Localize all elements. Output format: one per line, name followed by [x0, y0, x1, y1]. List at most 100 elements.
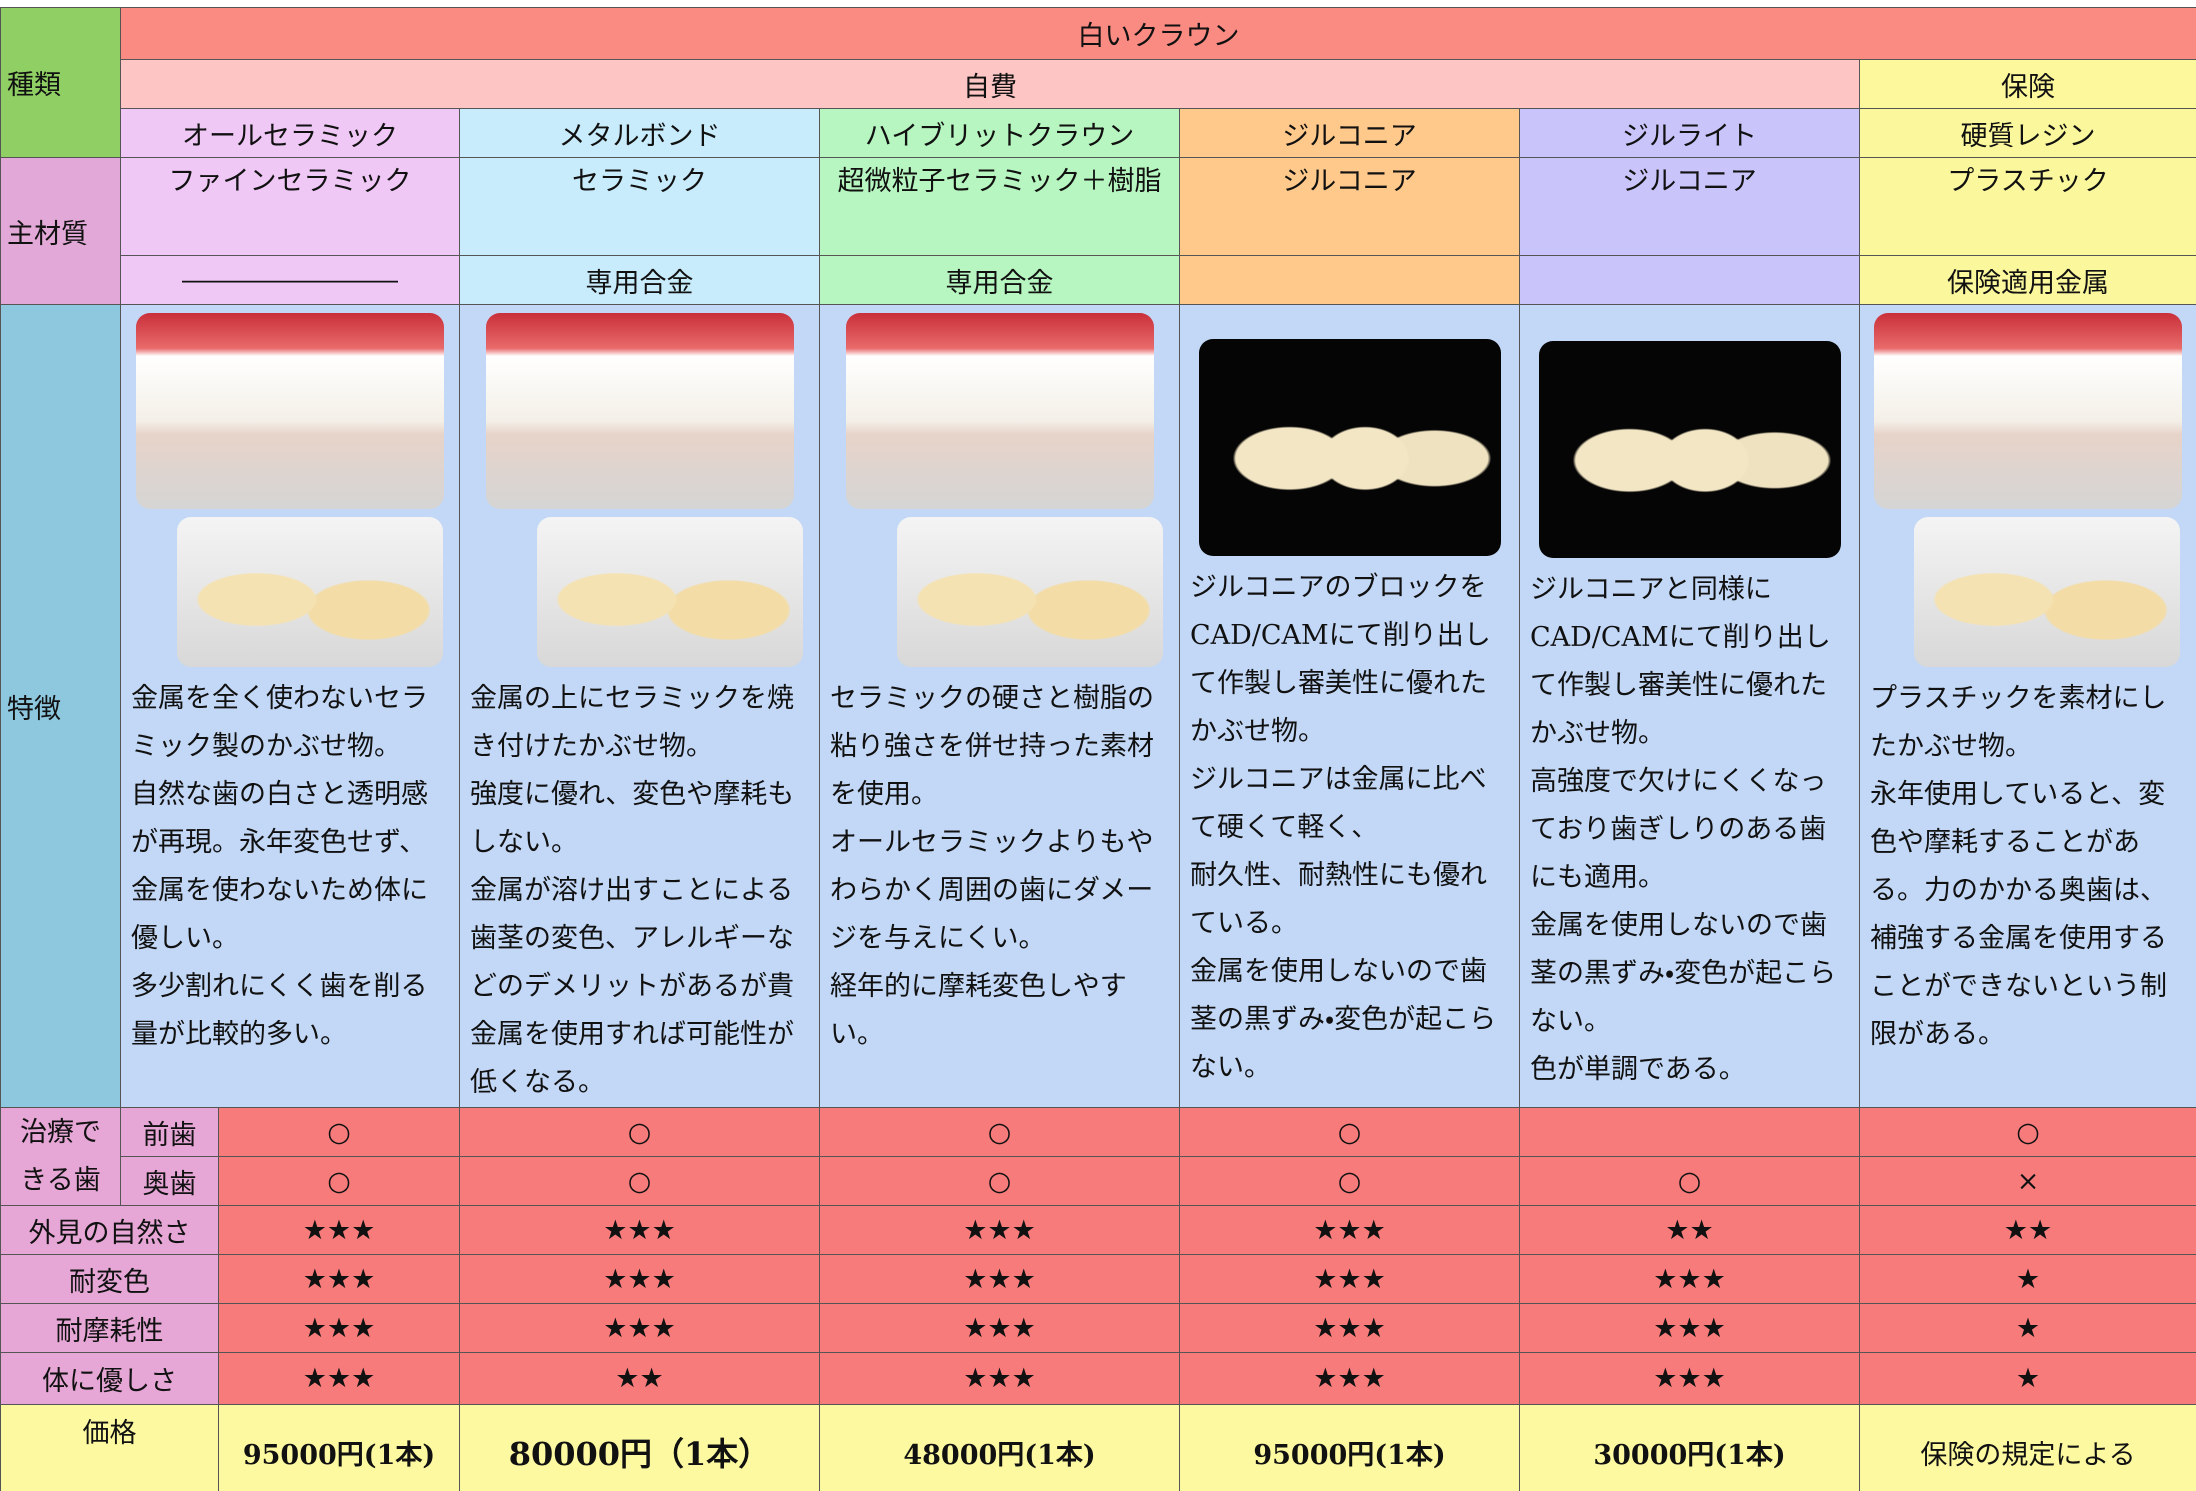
- row: 特徴 金属を全く使わないセラミック製のかぶせ物。自然な歯の白さと透明感が再現。永年…: [0, 304, 2196, 1108]
- photo: [897, 517, 1163, 667]
- rating: ★: [1859, 1254, 2196, 1304]
- rating: ★★: [1519, 1205, 1860, 1255]
- rating: ○: [1859, 1107, 2196, 1157]
- row: 奥歯 ○ ○ ○ ○ ○ ×: [1, 1156, 2196, 1206]
- rating: ○: [1179, 1107, 1520, 1157]
- rating: ★★★: [819, 1205, 1180, 1255]
- type-name: メタルボンド: [459, 108, 820, 158]
- row: 耐摩耗性 ★★★ ★★★ ★★★ ★★★ ★★★ ★: [0, 1303, 2196, 1353]
- photo: [1198, 339, 1501, 556]
- feature-text: ジルコニアと同様にCAD/CAMにて削り出して作製し審美性に優れたかぶせ物。: [1530, 574, 1831, 749]
- rating: ★★★: [1519, 1254, 1860, 1304]
- group-header: 白いクラウン: [120, 7, 2196, 60]
- feature-text: ジルコニアのブロックをCAD/CAMにて削り出して作製し審美性に優れたかぶせ物。: [1190, 572, 1491, 747]
- sub-material: 専用合金: [819, 255, 1180, 305]
- type-name: ジルライト: [1519, 108, 1860, 158]
- row: 体に優しさ ★★★ ★★ ★★★ ★★★ ★★★ ★: [0, 1352, 2196, 1405]
- feature: ジルコニアのブロックをCAD/CAMにて削り出して作製し審美性に優れたかぶせ物。…: [1179, 304, 1520, 1108]
- rating: ★★★: [1179, 1205, 1520, 1255]
- rating: ○: [1519, 1156, 1860, 1206]
- row: 主材質 ファインセラミック セラミック 超微粒子セラミック＋樹脂 ジルコニア ジルコニアプ…: [0, 157, 2196, 305]
- rating: ★★★: [819, 1254, 1180, 1304]
- sub-material: 保険適用金属: [1859, 255, 2196, 305]
- appearance-label: 外見の自然さ: [0, 1205, 219, 1255]
- rating: ○: [819, 1156, 1180, 1206]
- feature-text: 多少割れにくく歯を削る量が比較的多い。: [131, 971, 428, 1050]
- feature-text: 金属を使用しないので歯茎の黒ずみ・変色が起こらない。: [1190, 956, 1497, 1083]
- rating: ○: [819, 1107, 1180, 1157]
- photo: [136, 313, 444, 509]
- rating: ★★★: [218, 1303, 460, 1353]
- rating: ○: [218, 1107, 460, 1157]
- kind-label: 種類: [0, 7, 121, 158]
- price: 48000円(1本): [819, 1404, 1180, 1491]
- rating: ★★★: [218, 1352, 460, 1405]
- feature: ジルコニアと同様にCAD/CAMにて削り出して作製し審美性に優れたかぶせ物。高強…: [1519, 304, 1860, 1108]
- material: プラスチック: [1859, 157, 2196, 256]
- photo: [845, 313, 1154, 509]
- sub-material: ――――――――: [120, 255, 460, 305]
- front-label: 前歯: [120, 1107, 219, 1157]
- feature-text: セラミックの硬さと樹脂の粘り強さを併せ持った素材を使用。: [830, 683, 1154, 810]
- rating: ★★★: [1519, 1352, 1860, 1405]
- rating: ○: [218, 1156, 460, 1206]
- feature-text: 永年使用していると、変色や摩耗することがある。力のかかる奥歯は、補強する金属を使…: [1870, 779, 2167, 1050]
- feature-text: 強度に優れ、変色や摩耗もしない。: [470, 779, 795, 858]
- rating: ★★: [1859, 1205, 2196, 1255]
- discoloration-label: 耐変色: [0, 1254, 219, 1304]
- feature: プラスチックを素材にしたかぶせ物。永年使用していると、変色や摩耗することがある。…: [1859, 304, 2196, 1108]
- photo: [485, 313, 794, 509]
- row: 耐変色 ★★★ ★★★ ★★★ ★★★ ★★★ ★: [0, 1254, 2196, 1304]
- feature-text: 自然な歯の白さと透明感が再現。永年変色せず、金属を使わないため体に優しい。: [131, 779, 428, 954]
- rating: ○: [1179, 1156, 1520, 1206]
- price: 80000円（1本）: [459, 1404, 820, 1491]
- photo: [537, 517, 803, 667]
- photo: [177, 517, 443, 667]
- feature-text: 金属の上にセラミックを焼き付けたかぶせ物。: [470, 683, 794, 762]
- feature-text: プラスチックを素材にしたかぶせ物。: [1870, 683, 2167, 762]
- row: ―――――――― 専用合金 専用合金 保険適用金属: [1, 255, 2196, 305]
- rating: ○: [459, 1107, 820, 1157]
- self-pay-header: 自費: [120, 59, 1860, 109]
- rating: ★★★: [459, 1303, 820, 1353]
- rating: [1519, 1107, 1860, 1157]
- material: 超微粒子セラミック＋樹脂: [819, 157, 1180, 256]
- feature-text: 色が単調である。: [1530, 1054, 1746, 1085]
- row: オールセラミック メタルボンド ハイブリットクラウン ジルコニア ジルライト 硬質レジン: [1, 108, 2196, 158]
- feature-text: 経年的に摩耗変色しやすい。: [830, 971, 1127, 1050]
- material-label: 主材質: [0, 157, 121, 305]
- material: ジルコニア: [1179, 157, 1520, 256]
- back-label: 奥歯: [120, 1156, 219, 1206]
- photo: [1914, 517, 2180, 667]
- feature-text: 金属を全く使わないセラミック製のかぶせ物。: [131, 683, 428, 762]
- material: セラミック: [459, 157, 820, 256]
- feature-text: 耐久性、耐熱性にも優れている。: [1190, 860, 1487, 939]
- rating: ★★★: [459, 1205, 820, 1255]
- treatable-label: 治療できる歯: [0, 1107, 121, 1206]
- sub-material: 専用合金: [459, 255, 820, 305]
- row: 治療できる歯 前歯 ○ ○ ○ ○ ○: [0, 1107, 2196, 1206]
- feature: セラミックの硬さと樹脂の粘り強さを併せ持った素材を使用。 オールセラミックよりもや…: [819, 304, 1180, 1108]
- price: 保険の規定による: [1859, 1404, 2196, 1491]
- comparison-table: 種類 白いクラウン 自費 保険 オールセラミック メタルボンド ハイブリットクラウン ジルコニ…: [0, 7, 2196, 1491]
- photo: [1538, 341, 1841, 558]
- row: 自費 保険: [1, 59, 2196, 109]
- body-label: 体に優しさ: [0, 1352, 219, 1405]
- type-name: オールセラミック: [120, 108, 460, 158]
- photo: [1874, 313, 2182, 509]
- rating: ★★★: [1519, 1303, 1860, 1353]
- feature-text: 金属が溶け出すことによる歯茎の変色、アレルギーなどのデメリットがあるが貴金属を使…: [470, 875, 794, 1098]
- rating: ★★★: [1179, 1303, 1520, 1353]
- wear-label: 耐摩耗性: [0, 1303, 219, 1353]
- type-name: ジルコニア: [1179, 108, 1520, 158]
- rating: ★★★: [218, 1254, 460, 1304]
- feature: 金属を全く使わないセラミック製のかぶせ物。自然な歯の白さと透明感が再現。永年変色…: [120, 304, 460, 1108]
- price-label: 価格: [0, 1404, 219, 1491]
- rating: ×: [1859, 1156, 2196, 1206]
- rating: ○: [459, 1156, 820, 1206]
- feature-label: 特徴: [0, 304, 121, 1108]
- sub-material: [1179, 255, 1520, 305]
- feature-text: ジルコニアは金属に比べて硬くて軽く、: [1190, 764, 1487, 843]
- feature-text: 高強度で欠けにくくなっており歯ぎしりのある歯にも適用。: [1530, 766, 1827, 893]
- row: 外見の自然さ ★★★ ★★★ ★★★ ★★★ ★★ ★★: [0, 1205, 2196, 1255]
